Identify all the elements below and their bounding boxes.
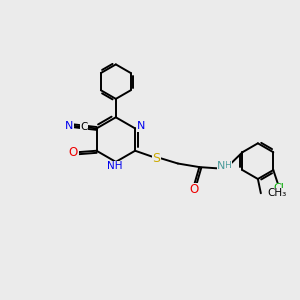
Text: NH: NH bbox=[106, 161, 122, 171]
Text: CH₃: CH₃ bbox=[267, 188, 286, 198]
Text: N: N bbox=[65, 121, 74, 131]
Text: S: S bbox=[152, 152, 160, 165]
Text: O: O bbox=[189, 183, 199, 196]
Text: C: C bbox=[80, 122, 88, 132]
Text: N: N bbox=[137, 122, 146, 131]
Text: N: N bbox=[217, 161, 226, 171]
Text: H: H bbox=[225, 161, 231, 170]
Text: Cl: Cl bbox=[273, 184, 284, 194]
Text: O: O bbox=[69, 146, 78, 159]
